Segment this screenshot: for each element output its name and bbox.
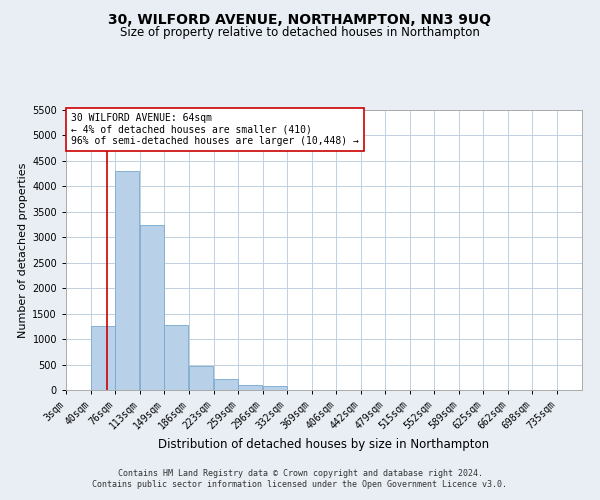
Bar <box>91 326 115 390</box>
Bar <box>115 171 139 390</box>
Bar <box>189 366 213 390</box>
X-axis label: Distribution of detached houses by size in Northampton: Distribution of detached houses by size … <box>158 438 490 451</box>
Bar <box>140 224 164 390</box>
Text: 30 WILFORD AVENUE: 64sqm
← 4% of detached houses are smaller (410)
96% of semi-d: 30 WILFORD AVENUE: 64sqm ← 4% of detache… <box>71 113 359 146</box>
Bar <box>263 386 287 390</box>
Bar <box>214 378 238 390</box>
Text: Size of property relative to detached houses in Northampton: Size of property relative to detached ho… <box>120 26 480 39</box>
Text: Contains HM Land Registry data © Crown copyright and database right 2024.: Contains HM Land Registry data © Crown c… <box>118 468 482 477</box>
Text: 30, WILFORD AVENUE, NORTHAMPTON, NN3 9UQ: 30, WILFORD AVENUE, NORTHAMPTON, NN3 9UQ <box>109 12 491 26</box>
Text: Contains public sector information licensed under the Open Government Licence v3: Contains public sector information licen… <box>92 480 508 489</box>
Bar <box>238 385 262 390</box>
Bar <box>164 325 188 390</box>
Y-axis label: Number of detached properties: Number of detached properties <box>18 162 28 338</box>
